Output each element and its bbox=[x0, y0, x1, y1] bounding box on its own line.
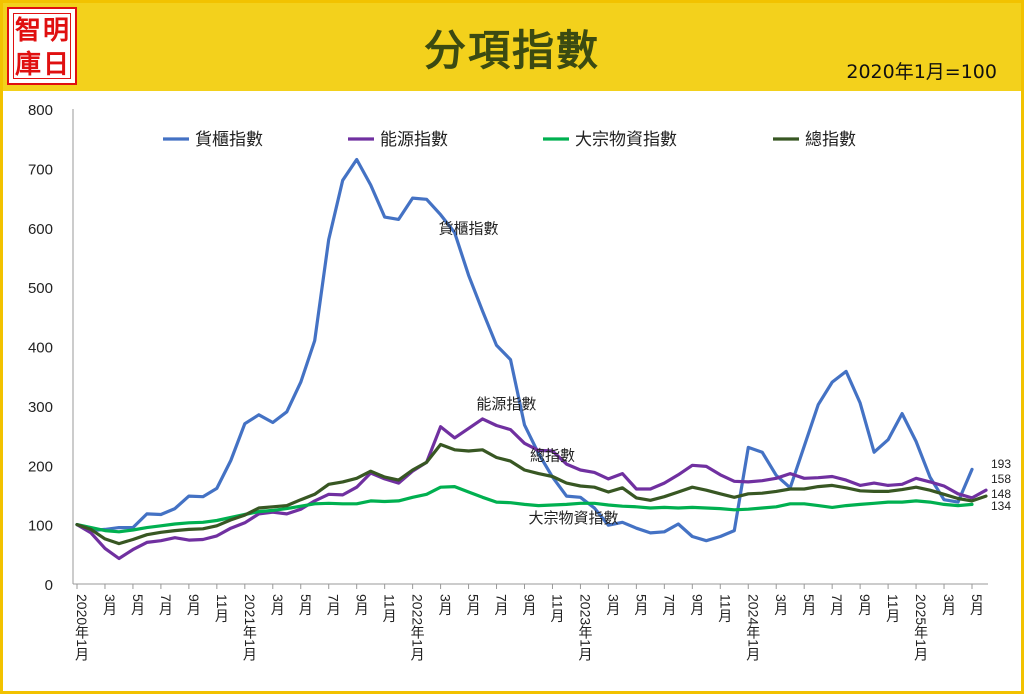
x-tick-label: 3月 bbox=[941, 594, 957, 617]
x-tick-label: 5月 bbox=[633, 594, 649, 617]
x-tick-label: 11月 bbox=[382, 594, 398, 624]
series-annotation: 能源指數 bbox=[476, 395, 536, 413]
logo-char-4: 日 bbox=[42, 50, 69, 80]
x-tick-label: 5月 bbox=[466, 594, 482, 617]
y-tick-label: 100 bbox=[28, 518, 53, 535]
series-line-1 bbox=[75, 157, 974, 543]
x-tick-label: 2022年1月 bbox=[410, 594, 426, 662]
x-tick-label: 9月 bbox=[186, 594, 202, 617]
x-tick-label: 9月 bbox=[354, 594, 370, 617]
series-line-3 bbox=[75, 485, 974, 534]
logo-char-3: 庫 bbox=[14, 50, 41, 80]
logo-char-2: 明 bbox=[42, 16, 69, 46]
x-tick-label: 11月 bbox=[214, 594, 230, 624]
logo-inner: 智 明 庫 日 bbox=[13, 13, 71, 80]
series-annotation: 大宗物資指數 bbox=[528, 509, 618, 527]
x-tick-label: 7月 bbox=[158, 594, 174, 617]
y-tick-label: 300 bbox=[28, 399, 53, 416]
x-tick-label: 9月 bbox=[689, 594, 705, 617]
page-title: 分項指數 bbox=[423, 26, 600, 75]
y-tick-label: 400 bbox=[28, 340, 53, 357]
x-tick-label: 5月 bbox=[969, 594, 985, 617]
series-line-2 bbox=[75, 417, 988, 561]
legend-label: 能源指數 bbox=[380, 130, 448, 150]
x-tick-label: 7月 bbox=[661, 594, 677, 617]
x-tick-label: 3月 bbox=[102, 594, 118, 617]
x-tick-label: 9月 bbox=[522, 594, 538, 617]
y-tick-label: 0 bbox=[45, 577, 53, 594]
series-end-label: 134 bbox=[991, 499, 1011, 513]
x-tick-label: 2023年1月 bbox=[577, 594, 593, 662]
logo-char-1: 智 bbox=[14, 16, 41, 46]
header-bar: 智 明 庫 日 分項指數 2020年1月=100 bbox=[3, 3, 1021, 91]
x-tick-label: 3月 bbox=[605, 594, 621, 617]
y-tick-label: 600 bbox=[28, 221, 53, 238]
x-tick-label: 7月 bbox=[326, 594, 342, 617]
series-end-label: 158 bbox=[991, 472, 1011, 486]
y-tick-label: 800 bbox=[28, 102, 53, 119]
x-tick-label: 5月 bbox=[298, 594, 314, 617]
x-tick-label: 3月 bbox=[438, 594, 454, 617]
line-chart: 0 100 200 300 400 500 600 700 800 2020年1月 3月 5月 7月 9月… bbox=[28, 102, 1011, 662]
legend-label: 貨櫃指數 bbox=[195, 130, 263, 150]
series-end-label: 148 bbox=[991, 487, 1011, 501]
x-tick-label: 5月 bbox=[801, 594, 817, 617]
legend-label: 大宗物資指數 bbox=[575, 130, 677, 150]
y-tick-label: 500 bbox=[28, 280, 53, 297]
series-annotation: 貨櫃指數 bbox=[439, 220, 499, 238]
legend-label: 總指數 bbox=[805, 130, 856, 150]
x-tick-label: 2024年1月 bbox=[745, 594, 761, 662]
x-tick-label: 5月 bbox=[130, 594, 146, 617]
x-tick-label: 11月 bbox=[717, 594, 733, 624]
series-line-4 bbox=[75, 442, 988, 546]
series-annotation: 總指數 bbox=[530, 447, 575, 465]
y-tick-label: 200 bbox=[28, 458, 53, 475]
x-tick-label: 7月 bbox=[829, 594, 845, 617]
logo: 智 明 庫 日 bbox=[7, 7, 77, 85]
x-tick-label: 3月 bbox=[773, 594, 789, 617]
x-tick-label: 9月 bbox=[857, 594, 873, 617]
x-tick-label: 2025年1月 bbox=[913, 594, 929, 662]
x-tick-label: 2021年1月 bbox=[242, 594, 258, 662]
x-tick-label: 11月 bbox=[549, 594, 565, 624]
x-tick-label: 7月 bbox=[494, 594, 510, 617]
y-tick-label: 700 bbox=[28, 161, 53, 178]
base-note: 2020年1月=100 bbox=[846, 61, 997, 83]
x-tick-label: 3月 bbox=[270, 594, 286, 617]
x-tick-label: 2020年1月 bbox=[74, 594, 90, 662]
x-tick-label: 11月 bbox=[885, 594, 901, 624]
series-end-label: 193 bbox=[991, 457, 1011, 471]
